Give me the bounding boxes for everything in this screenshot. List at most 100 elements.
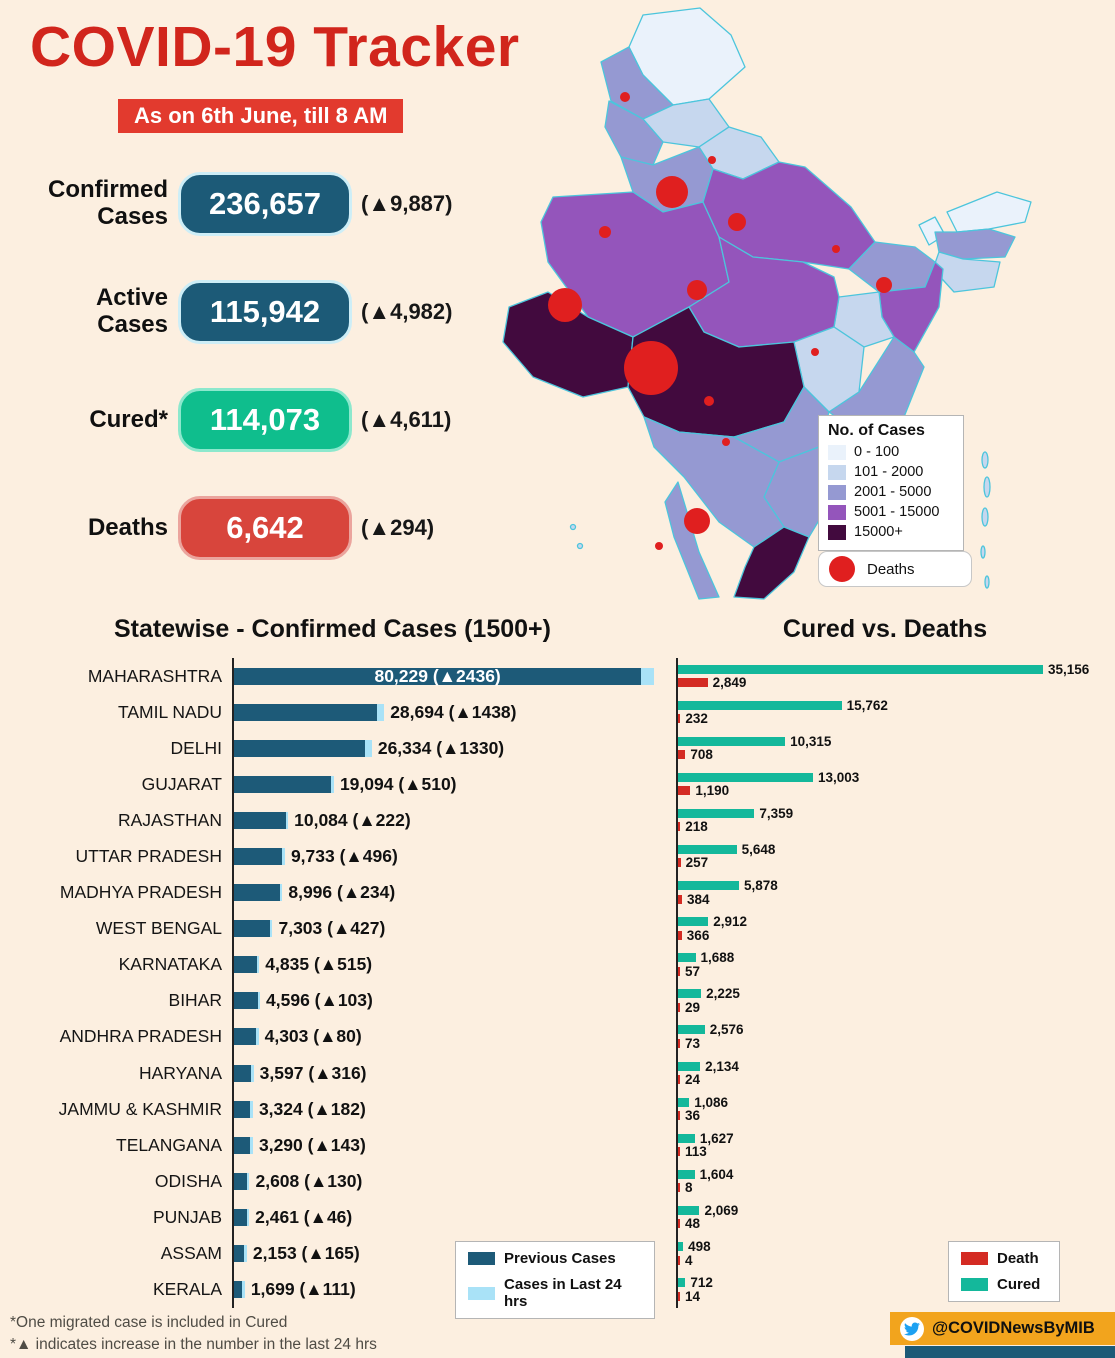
last-24hrs-bar — [376, 703, 385, 721]
nicobar-island — [980, 545, 986, 559]
cured-bar — [678, 1025, 705, 1035]
cured-value-label: 5,648 — [741, 841, 776, 857]
confirmed-bars: 4,835 (▲515) — [232, 946, 668, 983]
previous-cases-bar — [234, 667, 642, 685]
state-label: DELHI — [170, 737, 222, 758]
cured-line: 2,134 — [678, 1059, 1114, 1074]
cured-death-row: 1,086 36 — [678, 1091, 1114, 1127]
state-label: HARYANA — [139, 1062, 222, 1083]
last-24hrs-bar — [256, 956, 260, 974]
cured-bar — [678, 808, 755, 818]
previous-cases-bar — [234, 1245, 245, 1263]
cured-bar — [678, 953, 696, 963]
cured-bar — [678, 1169, 695, 1179]
death-line: 257 — [678, 855, 1114, 870]
confirmed-value-label: 3,324 (▲182) — [258, 1098, 366, 1119]
cured-value-label: 13,003 — [818, 769, 860, 785]
death-label: Death — [997, 1250, 1039, 1267]
previous-cases-bar — [234, 703, 377, 721]
map-legend-item: 0 - 100 — [828, 444, 954, 460]
death-value-label: 4 — [685, 1252, 693, 1268]
cured-value-label: 1,086 — [694, 1094, 729, 1110]
cured-death-row: 7,359 218 — [678, 802, 1114, 838]
death-line: 73 — [678, 1035, 1114, 1051]
deaths-label: Deaths — [87, 513, 168, 541]
confirmed-row: BIHAR 4,596 (▲103) — [10, 982, 668, 1019]
cured-bar — [678, 1278, 686, 1288]
andaman-island — [981, 507, 989, 527]
cured-bar — [678, 844, 737, 854]
death-value-label: 73 — [685, 1035, 701, 1051]
cured-value-label: 2,069 — [704, 1202, 739, 1218]
cured-bar — [678, 1061, 701, 1071]
deaths-dot-icon — [829, 556, 855, 582]
previous-cases-bar — [234, 1281, 243, 1299]
death-line: 708 — [678, 747, 1114, 763]
cured-deaths-chart-title: Cured vs. Deaths — [782, 615, 988, 643]
cured-line: 15,762 — [678, 697, 1114, 713]
death-line: 2,849 — [678, 675, 1114, 690]
confirmed-bars: 3,290 (▲143) — [232, 1127, 668, 1164]
cured-line: 35,156 — [678, 662, 1114, 677]
cured-line: 2,576 — [678, 1022, 1114, 1037]
confirmed-row: DELHI 26,334 (▲1330) — [10, 730, 668, 767]
death-bar — [678, 714, 681, 724]
state-label: PUNJAB — [152, 1206, 222, 1227]
confirmed-value-label: 2,608 (▲130) — [255, 1170, 363, 1191]
death-value-label: 708 — [690, 747, 713, 763]
map-legend-swatch — [828, 484, 846, 500]
active-cases-box: 115,942 — [178, 280, 352, 344]
deaths-delta: (▲294) — [361, 515, 435, 540]
lakshadweep-island — [569, 523, 577, 531]
cured-death-row: 5,648 257 — [678, 838, 1114, 874]
confirmed-bars: 4,303 (▲80) — [232, 1018, 668, 1056]
cured-value-label: 1,688 — [700, 950, 735, 966]
last-24hrs-bar — [246, 1208, 250, 1226]
confirmed-cases-label: Confirmed Cases — [48, 176, 168, 230]
map-legend-item: 101 - 2000 — [828, 464, 954, 480]
map-legend-label: 101 - 2000 — [854, 464, 924, 480]
last-24hrs-bar — [242, 1281, 245, 1299]
death-bubble — [704, 396, 714, 406]
cured-bar — [678, 1097, 690, 1107]
twitter-handle: @COVIDNewsByMIB — [932, 1319, 1095, 1337]
confirmed-row: HARYANA 3,597 (▲316) — [10, 1055, 668, 1092]
cured-bar — [678, 989, 702, 999]
andaman-island — [983, 476, 991, 498]
death-line: 113 — [678, 1144, 1114, 1159]
map-legend-items: 0 - 100 101 - 2000 2001 - 5000 5001 - 15000… — [828, 444, 954, 540]
stat-row-deaths: Deaths 6,642 (▲294) — [26, 496, 434, 560]
last-24hrs-bar — [256, 1028, 259, 1046]
confirmed-bars: 2,608 (▲130) — [232, 1163, 668, 1200]
map-legend: No. of Cases 0 - 100 101 - 2000 2001 - 500… — [818, 415, 964, 551]
stat-row-cured: Cured* 114,073 (▲4,611) — [26, 388, 451, 452]
state-label: JAMMU & KASHMIR — [58, 1098, 222, 1119]
confirmed-bars: 2,461 (▲46) — [232, 1199, 668, 1236]
twitter-icon — [900, 1316, 924, 1341]
confirmed-bars: 2,153 (▲165) — [232, 1235, 668, 1272]
death-line: 232 — [678, 711, 1114, 726]
confirmed-bars: 7,303 (▲427) — [232, 910, 668, 947]
active-cases-label: Active Cases — [95, 284, 168, 338]
cured-death-row: 2,912 366 — [678, 911, 1114, 947]
cured-value: 114,073 — [209, 402, 321, 437]
confirmed-row: PUNJAB 2,461 (▲46) — [10, 1199, 668, 1236]
death-line: 1,190 — [678, 783, 1114, 798]
death-bar — [678, 1219, 680, 1229]
death-value-label: 366 — [686, 927, 710, 943]
cured-death-row: 15,762 232 — [678, 694, 1114, 730]
cured-death-row: 10,315 708 — [678, 730, 1114, 766]
cured-line: 7,359 — [678, 806, 1114, 821]
footnotes: *One migrated case is included in Cured … — [10, 1312, 377, 1355]
cured-value-label: 15,762 — [846, 697, 888, 713]
cured-bar — [678, 881, 740, 891]
confirmed-value-label: 28,694 (▲1438) — [390, 701, 517, 722]
previous-cases-bar — [234, 848, 283, 866]
previous-cases-bar — [234, 920, 270, 938]
previous-cases-bar — [234, 811, 286, 829]
confirmed-row: TELANGANA 3,290 (▲143) — [10, 1127, 668, 1164]
confirmed-bars: 1,699 (▲111) — [232, 1271, 668, 1308]
death-bubble — [684, 508, 710, 534]
death-value-label: 24 — [685, 1072, 701, 1088]
cured-death-row: 712 14 — [678, 1272, 1114, 1308]
